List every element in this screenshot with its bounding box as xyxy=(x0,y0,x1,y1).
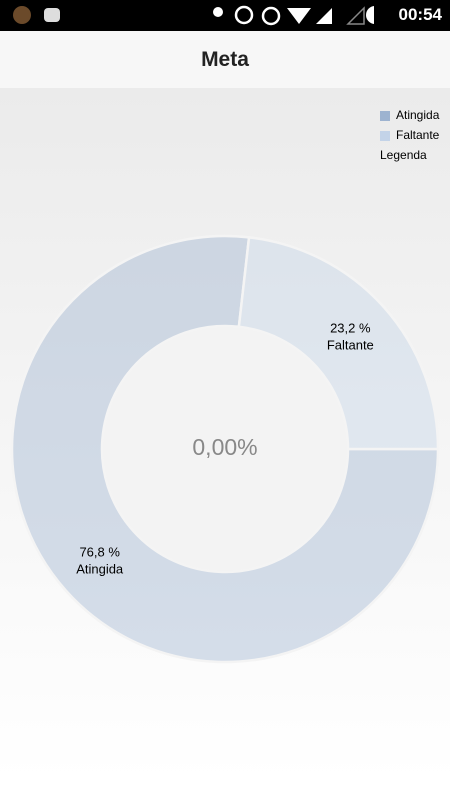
legend-swatch xyxy=(380,111,390,121)
slice-label: Atingida xyxy=(76,561,124,576)
slice-label: Faltante xyxy=(327,338,374,353)
value-label: 23,2 % xyxy=(330,321,371,336)
status-icons xyxy=(13,5,332,26)
header-title: Meta xyxy=(0,31,450,88)
center-label: 0,00% xyxy=(192,434,257,460)
alarm-icon xyxy=(261,6,281,26)
slice xyxy=(237,235,440,451)
legend-swatch xyxy=(380,131,390,141)
battery-icon xyxy=(346,6,374,25)
legend-label: Atingida xyxy=(396,108,440,122)
app-icon xyxy=(44,8,60,22)
wifi-icon xyxy=(287,8,311,24)
location-icon xyxy=(213,7,223,17)
value-label: 76,8 % xyxy=(79,544,120,559)
status-bar: 00:54 xyxy=(0,0,450,31)
app-icon xyxy=(13,6,31,24)
slice xyxy=(10,234,440,664)
signal-icon xyxy=(316,8,332,24)
block-icon xyxy=(234,5,254,25)
donut-hole xyxy=(103,327,347,571)
legend-label: Faltante xyxy=(396,128,440,142)
clock: 00:54 xyxy=(398,5,442,24)
legend-title: Legenda xyxy=(380,148,427,162)
